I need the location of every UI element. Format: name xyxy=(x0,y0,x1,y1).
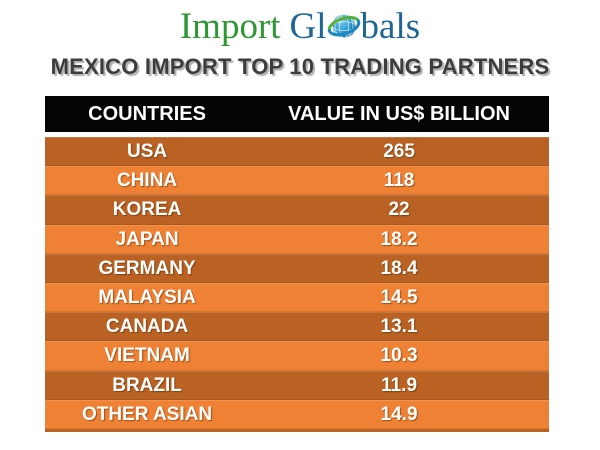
country-cell: USA xyxy=(126,141,168,162)
value-cell: 18.2 xyxy=(380,228,418,250)
country-cell: CANADA xyxy=(105,316,189,338)
trading-partners-table: COUNTRIES VALUE IN US$ BILLION USA 265 CHI… xyxy=(45,96,549,432)
country-cell: GERMANY xyxy=(98,257,196,279)
page-title: MEXICO IMPORT TOP 10 TRADING PARTNERS xyxy=(50,54,550,79)
header-value: VALUE IN US$ BILLION xyxy=(288,103,510,125)
country-cell: MALAYSIA xyxy=(98,286,196,308)
table-row: KOREA 22 xyxy=(45,195,549,225)
value-cell: 14.9 xyxy=(380,403,418,425)
value-cell: 265 xyxy=(383,141,415,162)
value-cell: 14.5 xyxy=(380,286,418,308)
header-countries: COUNTRIES xyxy=(88,103,206,125)
table-row: CANADA 13.1 xyxy=(45,312,549,342)
table-row: OTHER ASIAN 14.9 xyxy=(45,399,549,429)
globe-icon xyxy=(327,13,360,39)
table-row: JAPAN 18.2 xyxy=(45,224,549,254)
table-row: VIETNAM 10.3 xyxy=(45,341,549,371)
country-cell: CHINA xyxy=(116,170,178,192)
value-cell: 10.3 xyxy=(380,345,418,367)
country-cell: OTHER ASIAN xyxy=(81,403,213,425)
country-cell: JAPAN xyxy=(115,228,179,250)
country-cell: BRAZIL xyxy=(112,374,182,396)
country-cell: VIETNAM xyxy=(104,345,190,367)
table-row: CHINA 118 xyxy=(45,166,549,196)
value-cell: 18.4 xyxy=(380,257,418,279)
table-header-row: COUNTRIES VALUE IN US$ BILLION xyxy=(45,96,549,132)
value-cell: 118 xyxy=(383,170,415,192)
value-cell: 13.1 xyxy=(380,316,418,338)
value-cell: 22 xyxy=(388,199,410,221)
table-row: MALAYSIA 14.5 xyxy=(45,282,549,313)
logo-word-gl: Gl xyxy=(289,6,327,47)
logo-word-bals: bals xyxy=(360,6,421,47)
table-row: GERMANY 18.4 xyxy=(45,253,549,283)
table-row: USA 265 xyxy=(45,137,549,167)
value-cell: 11.9 xyxy=(381,374,418,396)
country-cell: KOREA xyxy=(112,199,182,221)
import-globals-logo: Import Gl bals xyxy=(0,4,600,50)
table-row: BRAZIL 11.9 xyxy=(45,370,549,400)
table-body: USA 265 CHINA 118 KOREA 22 JAPAN 18.2 GERMANY 18.… xyxy=(45,137,549,432)
logo-word-import: Import xyxy=(179,6,281,47)
